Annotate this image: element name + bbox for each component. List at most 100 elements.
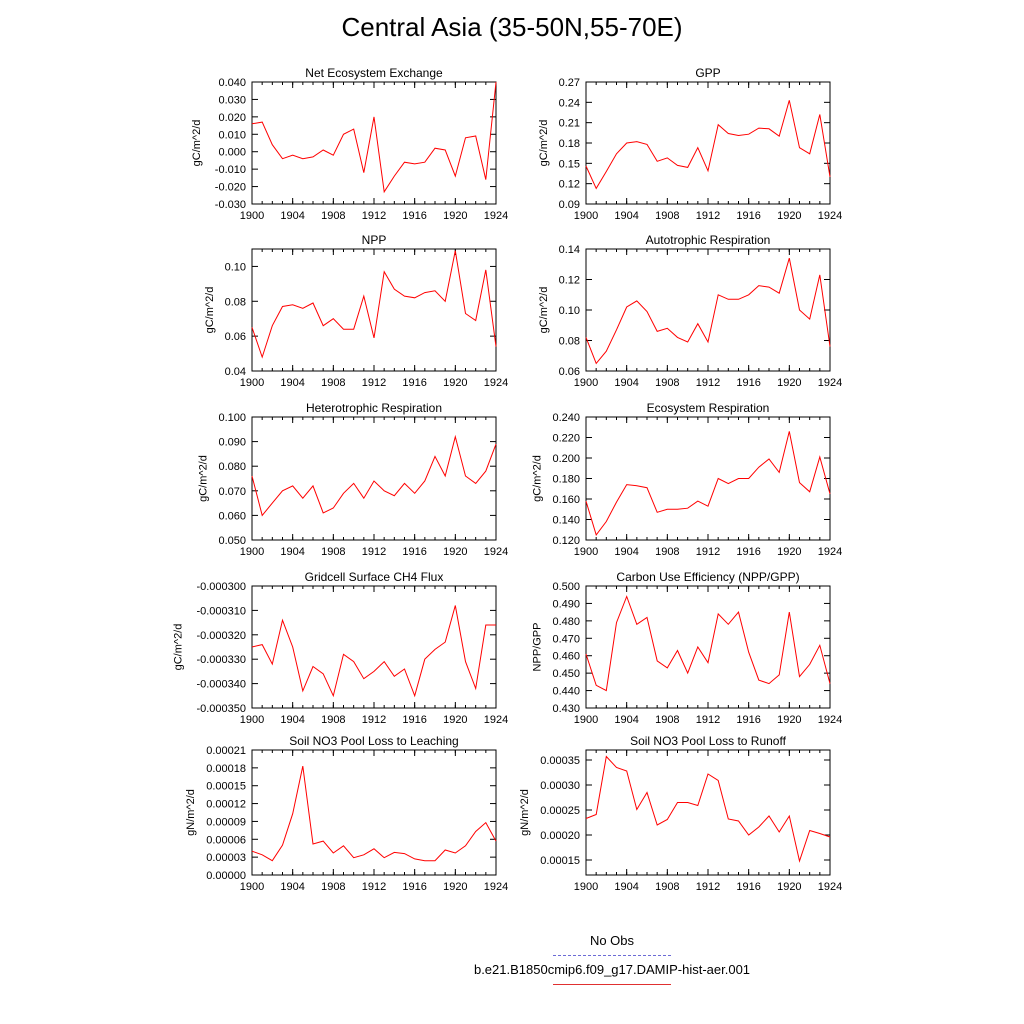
panel-8-ylabel: NPP/GPP [532,623,544,672]
panel-10-xtick-label: 1924 [818,881,842,893]
panel-5-ylabel: gC/m^2/d [198,455,210,502]
panel-3-xtick-label: 1908 [321,377,345,389]
panel-6-title: Ecosystem Respiration [647,401,770,415]
panel-9-xtick-label: 1912 [362,881,386,893]
panel-4-xtick-label: 1920 [777,377,801,389]
panel-8-ytick-label: 0.430 [552,703,580,715]
panel-4-ytick-label: 0.06 [559,366,580,378]
panel-5-xtick-label: 1912 [362,546,386,558]
panel-8-series-line [585,595,831,692]
panel-10-ytick-label: 0.00015 [540,855,580,867]
panel-1-xtick-label: 1904 [280,210,304,222]
panel-9-xtick-label: 1916 [402,881,426,893]
panel-7-xtick-label: 1904 [280,714,304,726]
panel-8-frame [585,585,831,709]
panel-2-xtick-label: 1900 [574,210,598,222]
panel-8-title: Carbon Use Efficiency (NPP/GPP) [616,570,799,584]
panel-3-ylabel: gC/m^2/d [204,287,216,334]
panel-9-xtick-label: 1904 [280,881,304,893]
panel-1-ytick-label: 0.000 [218,147,246,159]
legend-model-line [553,984,671,985]
panel-7-xtick-label: 1912 [362,714,386,726]
panel-4-frame [585,248,831,372]
panel-8-xtick-label: 1924 [818,714,842,726]
panel-5-xtick-label: 1900 [240,546,264,558]
panel-1-xtick-label: 1900 [240,210,264,222]
panel-2-ytick-label: 0.21 [559,118,580,130]
panel-2-ytick-label: 0.24 [559,97,580,109]
panel-6-xtick-label: 1904 [614,546,638,558]
panel-3-xtick-label: 1900 [240,377,264,389]
panel-9-title: Soil NO3 Pool Loss to Leaching [289,734,458,748]
legend-model-label: b.e21.B1850cmip6.f09_g17.DAMIP-hist-aer.… [473,962,751,977]
panel-5-frame [251,416,497,541]
panel-3-xtick-label: 1924 [484,377,508,389]
panel-3-xtick-label: 1916 [402,377,426,389]
panel-4-title: Autotrophic Respiration [646,233,771,247]
panel-7-xtick-label: 1908 [321,714,345,726]
panel-10-frame [585,749,831,876]
panel-8-ytick-label: 0.500 [552,581,580,593]
panel-1-title: Net Ecosystem Exchange [305,66,443,80]
panel-7-xtick-label: 1924 [484,714,508,726]
panel-7-ytick-label: -0.000310 [196,605,246,617]
panel-10-ytick-label: 0.00020 [540,830,580,842]
panel-7-xtick-label: 1916 [402,714,426,726]
panel-8-xtick-label: 1912 [696,714,720,726]
panel-9-ytick-label: 0.00000 [206,870,246,882]
panel-3-xtick-label: 1912 [362,377,386,389]
panel-9-ytick-label: 0.00006 [206,834,246,846]
panel-1-xtick-label: 1908 [321,210,345,222]
panel-2-xtick-label: 1904 [614,210,638,222]
panel-6-ytick-label: 0.240 [552,412,580,424]
panel-4-ytick-label: 0.12 [559,275,580,287]
panel-10-title: Soil NO3 Pool Loss to Runoff [630,734,787,748]
panel-9-xtick-label: 1900 [240,881,264,893]
panel-8-ytick-label: 0.470 [552,633,580,645]
panel-1-frame [251,81,497,205]
panel-1-series-line [251,81,497,194]
panel-2-ytick-label: 0.15 [559,158,580,170]
panel-10-ytick-label: 0.00035 [540,755,580,767]
panel-2-xtick-label: 1908 [655,210,679,222]
panel-8-ytick-label: 0.440 [552,686,580,698]
panel-1-ytick-label: -0.030 [215,199,246,211]
panel-4-xtick-label: 1924 [818,377,842,389]
panel-3-series-line [251,250,497,359]
panel-7-ylabel: gC/m^2/d [172,624,184,671]
panel-5-title: Heterotrophic Respiration [306,401,442,415]
panel-5-ytick-label: 0.050 [218,535,246,547]
panel-9-ytick-label: 0.00015 [206,781,246,793]
panel-2-ytick-label: 0.12 [559,179,580,191]
panel-9-ytick-label: 0.00018 [206,763,246,775]
panel-2-frame [585,81,831,205]
panel-2-title: GPP [695,66,720,80]
panel-1-ytick-label: -0.020 [215,182,246,194]
panel-10-series-line [585,755,831,863]
panel-5-series-line [251,434,497,517]
panel-4-series-line [585,257,831,365]
panel-9-ytick-label: 0.00009 [206,816,246,828]
panel-2-xtick-label: 1920 [777,210,801,222]
panel-8-xtick-label: 1916 [736,714,760,726]
panel-8-xtick-label: 1904 [614,714,638,726]
panel-9-frame [251,749,497,876]
panel-9-ytick-label: 0.00012 [206,799,246,811]
panel-6-xtick-label: 1912 [696,546,720,558]
panel-9-ytick-label: 0.00021 [206,745,246,757]
panel-10-xtick-label: 1912 [696,881,720,893]
panel-2-ytick-label: 0.09 [559,199,580,211]
panel-5-xtick-label: 1908 [321,546,345,558]
panel-2-series-line [585,100,831,190]
panel-7-ytick-label: -0.000330 [196,654,246,666]
panel-6-xtick-label: 1924 [818,546,842,558]
panel-3-xtick-label: 1904 [280,377,304,389]
panel-1-xtick-label: 1924 [484,210,508,222]
panel-9-xtick-label: 1908 [321,881,345,893]
panel-10-xtick-label: 1916 [736,881,760,893]
panel-5-ytick-label: 0.060 [218,510,246,522]
panel-5-xtick-label: 1924 [484,546,508,558]
panel-6-xtick-label: 1900 [574,546,598,558]
panel-6-ytick-label: 0.200 [552,453,580,465]
panel-6-ytick-label: 0.120 [552,535,580,547]
